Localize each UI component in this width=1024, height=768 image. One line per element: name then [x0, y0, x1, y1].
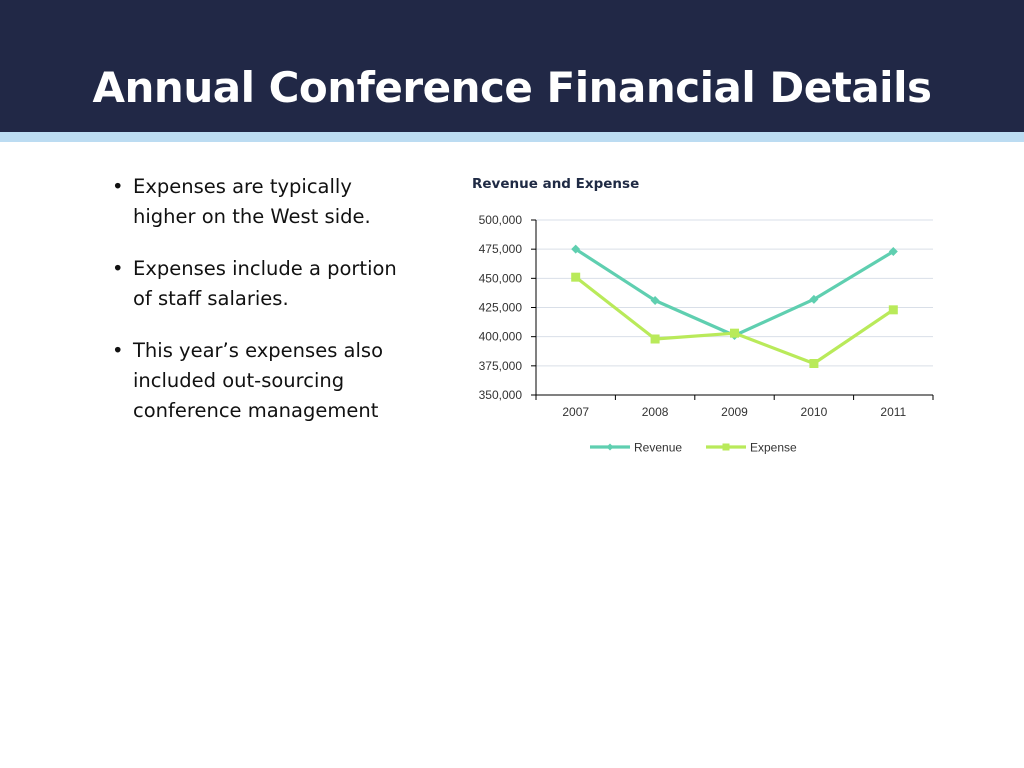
- y-tick-label: 475,000: [479, 242, 523, 256]
- legend-marker-expense: [722, 443, 730, 451]
- x-tick-label: 2011: [880, 405, 906, 419]
- bullet-dot: •: [112, 175, 124, 198]
- data-point-revenue: [888, 247, 898, 256]
- data-point-expense: [730, 328, 739, 338]
- y-tick-label: 450,000: [479, 271, 523, 285]
- bullet-text: Expenses include a portion of staff sala…: [133, 257, 397, 310]
- y-tick-label: 350,000: [479, 388, 523, 402]
- y-tick-label: 500,000: [479, 213, 523, 227]
- slide-title: Annual Conference Financial Details: [92, 63, 932, 112]
- bullet-item: • Expenses are typically higher on the W…: [112, 172, 412, 232]
- legend-label-revenue: Revenue: [634, 441, 682, 455]
- series-line-revenue: [574, 247, 895, 338]
- x-tick-label: 2007: [562, 405, 589, 419]
- data-point-expense: [809, 359, 819, 368]
- line-chart: 350,000 375,000 400,000 425,000 450,000 475,0…: [479, 213, 934, 455]
- data-point-revenue: [650, 296, 660, 305]
- data-point-revenue: [809, 294, 819, 304]
- y-tick-label: 400,000: [479, 330, 523, 344]
- y-tick-label: 425,000: [479, 301, 523, 315]
- legend-label-expense: Expense: [750, 441, 797, 455]
- bullet-dot: •: [112, 257, 124, 280]
- x-tick-label: 2008: [642, 405, 669, 419]
- bullet-list: • Expenses are typically higher on the W…: [112, 172, 412, 448]
- bullet-item: • Expenses include a portion of staff sa…: [112, 254, 412, 314]
- data-point-expense: [571, 272, 581, 282]
- title-bar-stripe: [0, 132, 1024, 142]
- y-tick-label: 375,000: [479, 359, 523, 373]
- bullet-dot: •: [112, 339, 124, 362]
- chart-title: Revenue and Expense: [472, 176, 640, 192]
- data-point-expense: [650, 334, 660, 344]
- x-tick-label: 2009: [721, 405, 748, 419]
- x-tick-label: 2010: [801, 405, 828, 419]
- legend-marker-revenue: [606, 443, 614, 451]
- title-bar: [0, 0, 1024, 132]
- bullet-text: Expenses are typically higher on the Wes…: [133, 175, 371, 228]
- bullet-text: This year’s expenses also included out-s…: [133, 339, 384, 422]
- data-point-revenue: [571, 244, 581, 254]
- series-line-expense: [574, 275, 895, 366]
- data-point-expense: [888, 305, 898, 315]
- bullet-item: • This year’s expenses also included out…: [112, 336, 412, 426]
